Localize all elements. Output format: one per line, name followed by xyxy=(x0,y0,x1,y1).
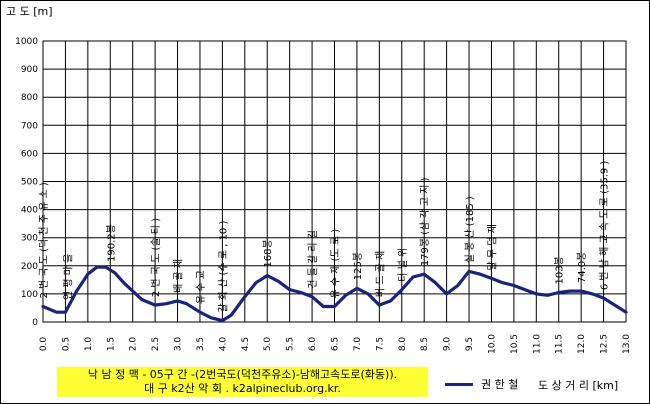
x-tick-label: 12.0 xyxy=(577,334,587,354)
x-axis-label: 도 상 거 리 [km] xyxy=(538,379,619,392)
y-tick-label: 0 xyxy=(32,318,38,328)
x-tick-label: 8.5 xyxy=(420,337,430,351)
x-tick-label: 12.5 xyxy=(600,334,610,354)
x-tick-label: 1.5 xyxy=(106,337,116,351)
annotation-label: 190.2봉 xyxy=(105,224,117,262)
x-tick-label: 8.0 xyxy=(398,337,408,352)
x-tick-label: 10.5 xyxy=(510,334,520,354)
legend: 권 한 철 xyxy=(445,376,518,392)
y-tick-label: 300 xyxy=(21,234,38,244)
x-tick-label: 5.5 xyxy=(286,337,296,351)
annotation-label: 2 번 국 도 (솔 티 ) xyxy=(150,218,162,297)
legend-series-name: 권 한 철 xyxy=(481,378,519,391)
caption-line-2: 대 구 k2산 악 회 . k2alpineclub.org.kr. xyxy=(144,382,341,395)
x-tick-label: 2.5 xyxy=(151,337,161,351)
annotation-label: 74.0봉 xyxy=(576,252,588,283)
annotation-label: 179봉 (삼 각 고 지 ) xyxy=(419,177,431,266)
legend-line-swatch xyxy=(445,382,473,386)
annotation-label: 말 무 덤 재 xyxy=(486,224,498,270)
annotation-label: 2 번 국 도 (덕 천 주 유 소 ) xyxy=(38,182,50,298)
caption-line-1: 낙 남 정 맥 - 05구 간 -(2번국도(덕천주유소)-남해고속도로(화동)… xyxy=(87,368,398,381)
y-tick-label: 800 xyxy=(21,93,38,103)
annotation-label: 실 봉 산 (185 ) xyxy=(464,196,476,263)
annotation-label: 버 드 골 재 xyxy=(374,251,386,297)
x-tick-label: 2.0 xyxy=(129,337,139,352)
x-tick-label: 11.5 xyxy=(555,334,565,354)
annotation-label: 103봉 xyxy=(554,256,566,284)
x-tick-label: 3.5 xyxy=(196,337,206,351)
annotation-label: 배 골 재 xyxy=(173,259,185,293)
x-tick-label: 9.5 xyxy=(465,337,475,351)
annotation-label: 125봉 xyxy=(352,252,364,280)
plot-area-border xyxy=(42,40,627,323)
x-tick-label: 4.0 xyxy=(218,337,228,352)
x-tick-label: 7.0 xyxy=(353,337,363,352)
x-tick-label: 9.0 xyxy=(443,337,453,352)
annotation-label: 갈 화 산 (수 로 , 10 ) xyxy=(216,221,229,313)
annotation-label: 터 널 위 xyxy=(396,248,409,282)
x-tick-label: 7.5 xyxy=(375,337,385,351)
annotation-label: 유 수 교 xyxy=(195,270,207,304)
x-tick-label: 6.5 xyxy=(331,337,341,351)
y-tick-label: 700 xyxy=(21,121,38,131)
y-tick-label: 500 xyxy=(21,178,38,188)
x-tick-label: 4.5 xyxy=(241,337,251,351)
x-tick-label: 11.0 xyxy=(532,334,542,354)
x-tick-label: 13.0 xyxy=(622,334,632,354)
annotation-label: 연 평 마 을 xyxy=(63,254,75,300)
series-line-0 xyxy=(41,265,628,323)
annotation-label: 168봉 xyxy=(262,239,274,267)
annotation-label: 건 들 갈 리 길 xyxy=(306,230,319,289)
x-tick-label: 6.0 xyxy=(308,337,318,352)
x-tick-label: 1.0 xyxy=(84,337,94,352)
y-tick-label: 1000 xyxy=(15,37,38,47)
x-tick-label: 3.0 xyxy=(174,337,184,352)
x-tick-label: 0.0 xyxy=(39,337,49,352)
y-tick-label: 400 xyxy=(21,206,38,216)
y-tick-label: 600 xyxy=(21,149,38,159)
annotation-label: 6 번 남 해 고 속 도 로 (35.9 ) xyxy=(598,161,611,291)
y-tick-label: 100 xyxy=(21,290,38,300)
y-axis-label: 고 도 [m] xyxy=(6,5,53,18)
annotation-label: 유 수 재 (도 로 ) xyxy=(330,229,342,299)
y-tick-label: 900 xyxy=(21,65,38,75)
chart-caption: 낙 남 정 맥 - 05구 간 -(2번국도(덕천주유소)-남해고속도로(화동)… xyxy=(57,367,428,397)
x-tick-label: 10.0 xyxy=(487,334,497,354)
x-tick-label: 5.0 xyxy=(263,337,273,352)
y-tick-label: 200 xyxy=(21,262,38,272)
x-tick-label: 0.5 xyxy=(61,337,71,351)
